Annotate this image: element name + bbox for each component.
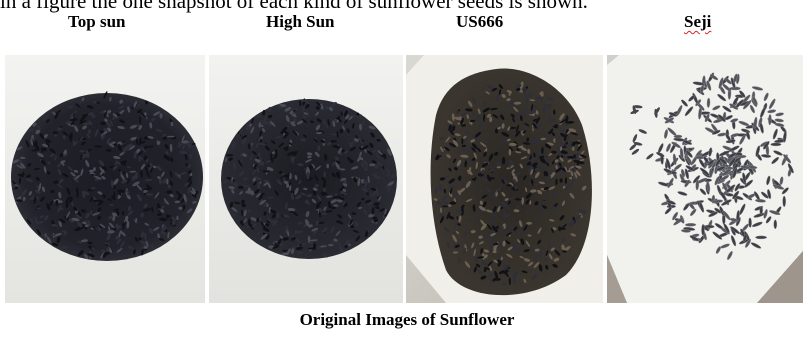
panel-label-high-sun: High Sun [266, 12, 335, 31]
seed-pile-photo-top-sun [5, 55, 205, 303]
panel-label-top-sun: Top sun [68, 12, 126, 31]
seed-pile-photo-us666 [406, 55, 603, 303]
photo-top-sun [5, 55, 205, 303]
photo-high-sun [209, 55, 403, 303]
intro-text: in a figure the one snapshot of each kin… [0, 0, 588, 13]
photo-seji [607, 55, 803, 303]
panel-label-us666: US666 [456, 12, 504, 31]
panel-label-seji: Seji [684, 12, 712, 31]
photo-us666 [406, 55, 603, 303]
figure-caption: Original Images of Sunflower [299, 310, 515, 329]
scattered-seeds-photo-seji [607, 55, 803, 303]
seed-pile-photo-high-sun [209, 55, 403, 303]
